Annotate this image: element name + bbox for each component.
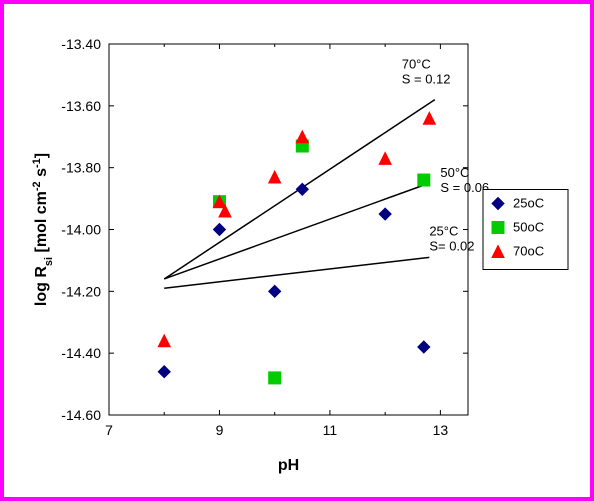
svg-text:13: 13: [433, 422, 449, 438]
svg-text:S= 0.02: S= 0.02: [429, 239, 474, 254]
svg-text:7: 7: [105, 422, 113, 438]
chart-frame: 7 9 11 13 -14.60 -14.40 -14.20 -14.00 -13.80 -13.…: [0, 0, 594, 501]
svg-text:S = 0.06: S = 0.06: [440, 180, 489, 195]
svg-text:log Rsi [mol cm-2 s-1]: log Rsi [mol cm-2 s-1]: [31, 153, 55, 306]
svg-text:-14.60: -14.60: [61, 407, 101, 423]
svg-text:-14.00: -14.00: [61, 222, 101, 238]
svg-text:-14.20: -14.20: [61, 283, 101, 299]
svg-text:70oC: 70oC: [513, 244, 544, 259]
svg-text:-13.60: -13.60: [61, 98, 101, 114]
svg-text:-14.40: -14.40: [61, 345, 101, 361]
svg-text:50°C: 50°C: [440, 165, 469, 180]
svg-text:25oC: 25oC: [513, 196, 544, 211]
svg-text:-13.80: -13.80: [61, 160, 101, 176]
scatter-chart: 7 9 11 13 -14.60 -14.40 -14.20 -14.00 -13.80 -13.…: [24, 24, 578, 485]
svg-text:25°C: 25°C: [429, 224, 458, 239]
svg-text:-13.40: -13.40: [61, 36, 101, 52]
chart-container: 7 9 11 13 -14.60 -14.40 -14.20 -14.00 -13.80 -13.…: [24, 24, 570, 477]
svg-text:S = 0.12: S = 0.12: [402, 72, 451, 87]
svg-text:9: 9: [216, 422, 224, 438]
svg-text:50oC: 50oC: [513, 220, 544, 235]
svg-text:70°C: 70°C: [402, 57, 431, 72]
svg-text:11: 11: [323, 422, 338, 438]
svg-text:pH: pH: [278, 457, 299, 474]
